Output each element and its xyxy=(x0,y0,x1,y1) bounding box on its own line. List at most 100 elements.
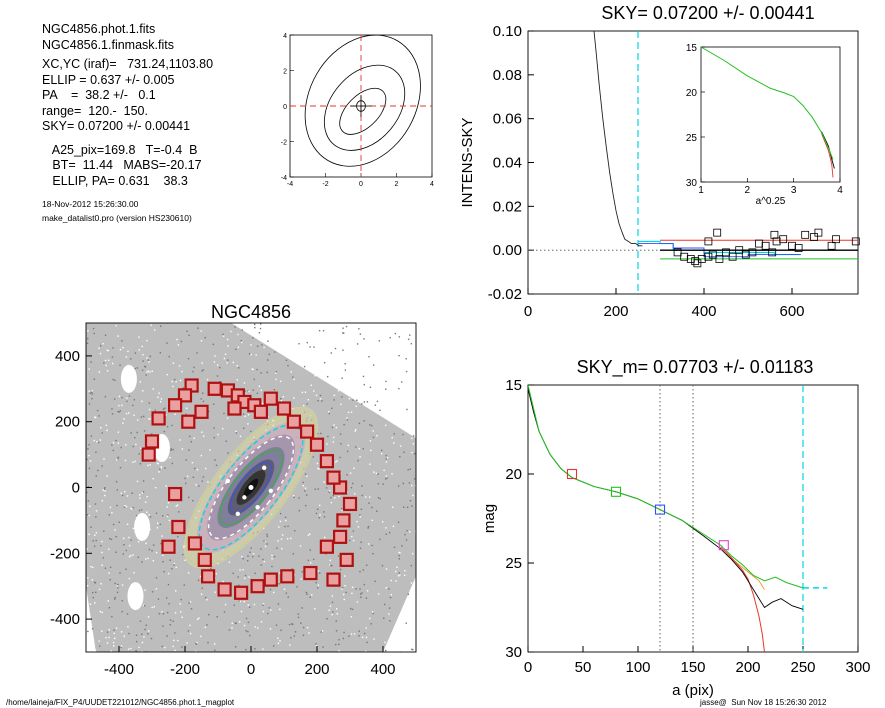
sky-xtick-label: 400 xyxy=(691,303,716,320)
sky-box-marker xyxy=(761,241,770,250)
image-noise-pixel xyxy=(161,610,163,613)
image-noise-pixel xyxy=(95,475,97,477)
image-noise-pixel xyxy=(95,510,98,512)
image-noise-pixel xyxy=(320,631,322,633)
mask-box xyxy=(333,529,348,544)
image-noise-pixel xyxy=(352,399,354,401)
image-noise-pixel xyxy=(341,333,344,335)
mask-box xyxy=(197,552,212,567)
image-noise-pixel xyxy=(174,612,177,614)
image-noise-pixel xyxy=(93,545,96,547)
info-panel: NGC4856.phot.1.fits NGC4856.1.finmask.fi… xyxy=(42,22,213,225)
image-noise-pixel xyxy=(177,639,179,642)
image-noise-pixel xyxy=(402,506,405,508)
image-noise-pixel xyxy=(117,335,119,337)
image-noise-pixel xyxy=(279,380,282,383)
image-noise-pixel xyxy=(103,530,105,532)
image-noise-pixel xyxy=(99,439,102,441)
inset-ytick-label: 15 xyxy=(686,43,698,54)
image-noise-pixel xyxy=(162,554,164,556)
image-noise-pixel xyxy=(139,463,142,465)
image-noise-pixel xyxy=(242,413,245,415)
image-noise-pixel xyxy=(334,643,337,646)
image-noise-pixel xyxy=(311,594,313,596)
mask-box xyxy=(151,411,166,426)
image-noise-pixel xyxy=(224,603,227,606)
image-noise-pixel xyxy=(342,637,345,640)
info-line: PA = 38.2 +/- 0.1 xyxy=(42,88,156,102)
image-noise-pixel xyxy=(386,457,389,459)
image-noise-pixel xyxy=(189,435,191,438)
image-noise-pixel xyxy=(318,329,321,332)
image-noise-pixel xyxy=(412,435,415,437)
mask-box xyxy=(309,437,325,452)
image-noise-pixel xyxy=(304,487,307,489)
image-noise-pixel xyxy=(231,627,233,629)
image-noise-pixel xyxy=(406,530,408,532)
image-noise-pixel xyxy=(318,517,320,519)
image-noise-pixel xyxy=(200,340,203,342)
image-noise-pixel xyxy=(317,584,320,586)
image-noise-pixel xyxy=(372,436,375,439)
image-noise-pixel xyxy=(98,588,101,590)
contour-line xyxy=(339,87,387,135)
image-noise-pixel xyxy=(234,646,237,648)
inset-xtick-label: 1 xyxy=(698,185,704,196)
image-noise-pixel xyxy=(250,547,252,549)
image-noise-pixel xyxy=(346,450,349,453)
image-noise-pixel xyxy=(199,575,202,578)
image-noise-pixel xyxy=(89,392,92,394)
image-noise-pixel xyxy=(330,564,332,567)
image-noise-pixel xyxy=(98,640,100,642)
image-noise-pixel xyxy=(133,572,135,574)
image-noise-pixel xyxy=(309,562,312,564)
image-noise-pixel xyxy=(192,476,195,478)
image-noise-pixel xyxy=(162,613,165,615)
image-noise-pixel xyxy=(223,412,225,415)
image-noise-pixel xyxy=(397,575,400,577)
image-noise-pixel xyxy=(174,590,177,592)
image-noise-pixel xyxy=(145,374,147,376)
image-noise-pixel xyxy=(391,436,393,439)
image-noise-pixel xyxy=(184,477,186,480)
sky-title: SKY= 0.07200 +/- 0.00441 xyxy=(601,3,814,23)
image-noise-pixel xyxy=(280,398,282,400)
image-noise-pixel xyxy=(200,330,202,332)
image-noise-pixel xyxy=(259,327,262,330)
image-noise-pixel xyxy=(185,413,187,415)
image-noise-pixel xyxy=(157,522,159,524)
sky-box-marker xyxy=(770,230,779,239)
image-noise-pixel xyxy=(397,485,400,487)
image-noise-pixel xyxy=(394,332,396,335)
image-noise-pixel xyxy=(111,362,114,365)
image-noise-pixel xyxy=(287,525,289,527)
image-noise-pixel xyxy=(109,566,112,569)
image-noise-pixel xyxy=(172,385,174,388)
image-noise-pixel xyxy=(95,591,97,594)
image-noise-pixel xyxy=(243,427,245,430)
image-noise-pixel xyxy=(361,403,363,405)
image-noise-pixel xyxy=(119,466,122,469)
image-noise-pixel xyxy=(301,571,303,573)
image-noise-pixel xyxy=(167,501,170,504)
image-noise-pixel xyxy=(329,605,332,607)
image-noise-pixel xyxy=(141,633,143,636)
image-noise-pixel xyxy=(90,361,92,363)
image-noise-pixel xyxy=(306,403,308,405)
image-noise-pixel xyxy=(316,462,319,465)
mask-box xyxy=(326,470,341,485)
image-noise-pixel xyxy=(125,412,128,415)
image-noise-pixel xyxy=(157,598,160,600)
image-noise-pixel xyxy=(313,390,315,392)
image-noise-pixel xyxy=(112,441,115,444)
image-noise-pixel xyxy=(91,628,94,630)
image-noise-pixel xyxy=(147,616,150,618)
image-noise-pixel xyxy=(148,514,150,516)
image-noise-pixel xyxy=(385,388,387,390)
inset-xtick-label: 2 xyxy=(745,185,751,196)
image-noise-pixel xyxy=(192,499,194,502)
image-noise-pixel xyxy=(406,408,408,411)
image-noise-pixel xyxy=(227,359,229,361)
image-noise-pixel xyxy=(108,607,111,609)
